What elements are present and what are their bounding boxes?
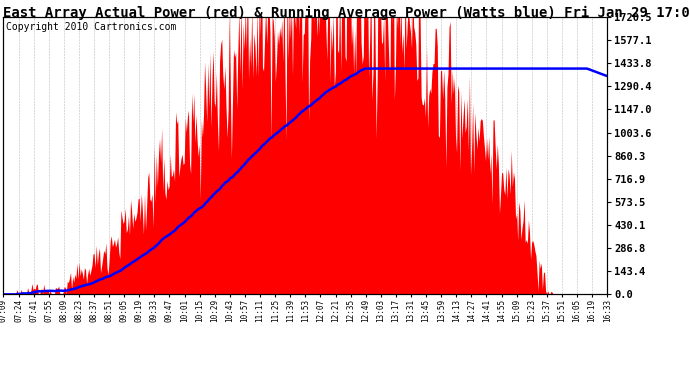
Text: East Array Actual Power (red) & Running Average Power (Watts blue) Fri Jan 29 17: East Array Actual Power (red) & Running … bbox=[3, 6, 690, 20]
Text: Copyright 2010 Cartronics.com: Copyright 2010 Cartronics.com bbox=[6, 22, 177, 32]
